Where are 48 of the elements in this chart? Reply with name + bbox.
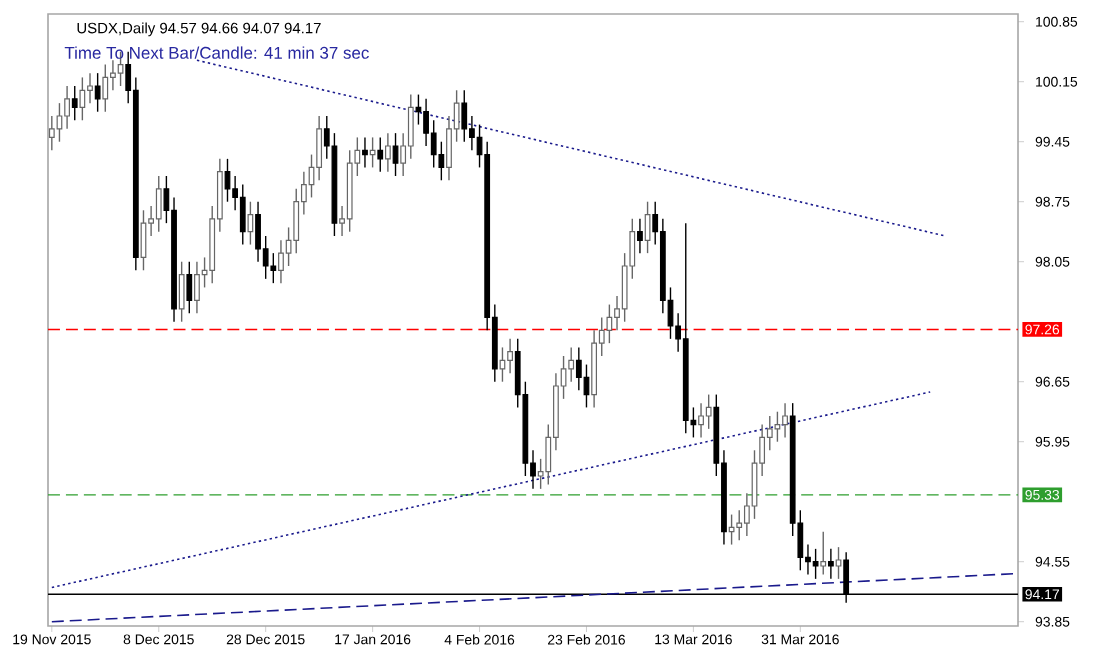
candlestick [637,218,643,254]
candlestick [774,411,781,443]
candlestick [255,201,261,263]
candlestick [568,346,575,383]
candlestick [698,402,704,439]
candlestick [507,338,513,374]
candlestick [194,261,200,314]
candlestick [186,261,193,314]
candlestick [736,509,743,541]
candlestick [64,85,70,130]
candlestick [278,239,284,284]
candlestick [384,132,391,173]
candlestick [423,98,429,147]
candlestick [293,188,300,254]
candlestick [224,158,231,203]
candlestick [575,346,582,391]
candlestick [71,85,78,121]
candlestick [369,136,376,169]
candlestick [644,201,651,254]
candlestick [247,201,254,246]
candlestick [79,76,86,121]
candlestick [461,89,468,143]
candlestick [392,132,399,177]
candlestick [56,102,63,143]
candlestick [362,136,368,169]
candlestick [835,546,842,580]
candlestick [239,183,246,246]
candlestick [377,136,384,173]
candlestick [606,303,613,344]
annotation: Time To Next Bar/Candle: 41 min 37 sec [64,46,369,59]
candlestick [499,346,506,383]
candlestick [705,393,712,430]
candlestick [48,115,55,151]
candlestick [407,93,414,160]
candlestick [270,252,277,284]
candlestick [820,531,827,576]
candlestick [728,513,735,546]
candlestick [178,261,185,323]
candlestick [782,402,788,439]
candlestick [812,548,819,580]
candlestick [316,115,323,181]
candlestick [155,175,162,233]
candlestick [94,72,101,113]
candlestick [827,548,834,580]
candlestick [430,119,437,169]
candlestick [415,93,422,126]
candlestick [87,72,93,104]
candlestick [102,63,109,113]
